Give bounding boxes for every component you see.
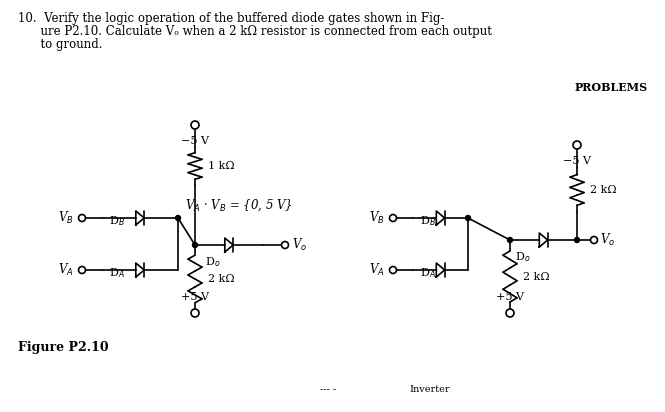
Text: V$_A$: V$_A$ [369, 262, 385, 278]
Circle shape [575, 237, 579, 243]
Text: to ground.: to ground. [18, 38, 102, 51]
Text: V$_B$: V$_B$ [59, 210, 74, 226]
Text: 2 kΩ: 2 kΩ [523, 272, 550, 281]
Circle shape [573, 141, 581, 149]
Circle shape [191, 309, 199, 317]
Text: D$_o$: D$_o$ [515, 250, 531, 264]
Text: D$_B$: D$_B$ [109, 214, 125, 228]
Circle shape [390, 215, 396, 222]
Text: Figure P2.10: Figure P2.10 [18, 341, 108, 354]
Text: --- -: --- - [320, 385, 336, 394]
Text: Inverter: Inverter [410, 385, 450, 394]
Text: D$_o$: D$_o$ [205, 255, 220, 269]
Circle shape [78, 215, 86, 222]
Text: V$_B$: V$_B$ [369, 210, 385, 226]
Circle shape [191, 121, 199, 129]
Text: 1 kΩ: 1 kΩ [208, 161, 235, 171]
Text: V$_o$: V$_o$ [600, 232, 615, 248]
Text: 2 kΩ: 2 kΩ [208, 274, 235, 284]
Circle shape [176, 215, 180, 220]
Text: +5 V: +5 V [181, 292, 209, 302]
Text: D$_A$: D$_A$ [109, 266, 125, 280]
Text: V$_A$ · V$_B$ = {0, 5 V}: V$_A$ · V$_B$ = {0, 5 V} [185, 197, 293, 213]
Circle shape [390, 267, 396, 274]
Circle shape [506, 309, 514, 317]
Text: ure P2.10. Calculate Vₒ when a 2 kΩ resistor is connected from each output: ure P2.10. Calculate Vₒ when a 2 kΩ resi… [18, 25, 492, 38]
Circle shape [281, 241, 289, 248]
Circle shape [78, 267, 86, 274]
Text: V$_o$: V$_o$ [292, 237, 307, 253]
Circle shape [507, 237, 513, 243]
Text: D$_A$: D$_A$ [420, 266, 436, 280]
Circle shape [465, 215, 471, 220]
Text: +5 V: +5 V [496, 292, 524, 302]
Text: D$_B$: D$_B$ [420, 214, 436, 228]
Circle shape [591, 236, 597, 243]
Text: −5 V: −5 V [181, 136, 209, 146]
Text: −5 V: −5 V [563, 156, 591, 166]
Text: 10.  Verify the logic operation of the buffered diode gates shown in Fig-: 10. Verify the logic operation of the bu… [18, 12, 444, 25]
Circle shape [192, 243, 198, 248]
Text: PROBLEMS: PROBLEMS [575, 82, 648, 93]
Text: 2 kΩ: 2 kΩ [590, 185, 616, 195]
Text: V$_A$: V$_A$ [59, 262, 74, 278]
